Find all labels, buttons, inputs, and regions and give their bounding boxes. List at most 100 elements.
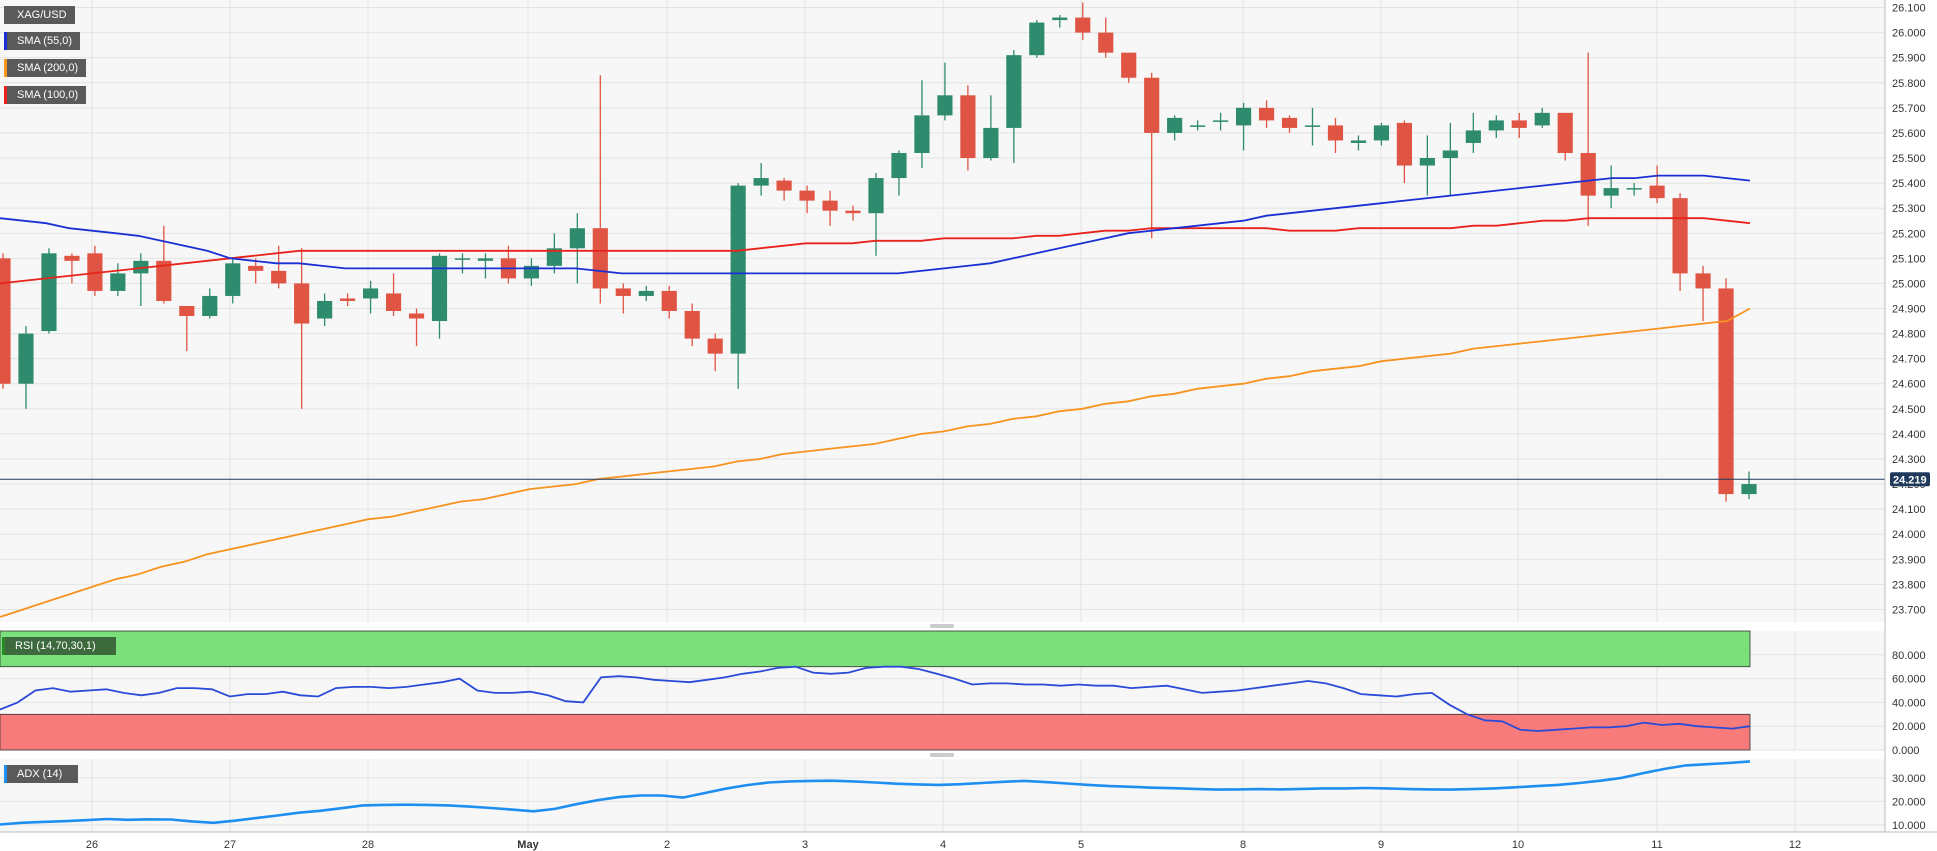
pane-drag-handle bbox=[930, 624, 954, 628]
candle-body bbox=[799, 190, 815, 201]
y-tick-label: 23.800 bbox=[1892, 579, 1926, 591]
candle-body bbox=[592, 228, 608, 289]
candle-body bbox=[1465, 130, 1481, 143]
candle-body bbox=[1190, 125, 1206, 127]
x-tick-label: 27 bbox=[224, 839, 236, 851]
x-tick-label: 2 bbox=[664, 839, 670, 851]
candle-body bbox=[546, 248, 562, 266]
candle-body bbox=[569, 228, 585, 249]
adx-line bbox=[0, 760, 1751, 826]
sma100-line bbox=[0, 217, 1751, 285]
candle-body bbox=[1052, 17, 1068, 21]
y-tick-label: 24.800 bbox=[1892, 329, 1926, 341]
y-tick-label: 25.600 bbox=[1892, 128, 1926, 140]
candle-body bbox=[1121, 52, 1137, 78]
adx-tick-label: 30.000 bbox=[1892, 773, 1926, 785]
x-tick-label: 4 bbox=[940, 839, 946, 851]
candle-body bbox=[225, 263, 241, 296]
last-price-badge bbox=[1890, 472, 1930, 487]
candle-body bbox=[0, 258, 11, 384]
candle-body bbox=[914, 115, 930, 153]
candle-body bbox=[638, 290, 654, 296]
candle-body bbox=[1213, 120, 1229, 122]
candle-body bbox=[891, 152, 907, 179]
candle-body bbox=[1281, 117, 1298, 128]
sma55-line bbox=[0, 174, 1751, 275]
candle-body bbox=[615, 288, 631, 296]
candle-body bbox=[1304, 125, 1321, 127]
rsi-tick-label: 0.000 bbox=[1892, 745, 1920, 757]
candle-body bbox=[408, 313, 425, 319]
y-tick-label: 24.300 bbox=[1892, 454, 1926, 466]
y-tick-label: 25.300 bbox=[1892, 203, 1926, 215]
candle-body bbox=[1649, 185, 1665, 199]
x-tick-label: 12 bbox=[1789, 839, 1801, 851]
candle-body bbox=[1258, 107, 1275, 121]
sma200-line bbox=[0, 307, 1751, 618]
candle-body bbox=[1672, 198, 1688, 274]
y-tick-label: 26.000 bbox=[1892, 28, 1926, 40]
candle-body bbox=[271, 270, 287, 284]
y-tick-label: 25.100 bbox=[1892, 253, 1926, 265]
candle-body bbox=[431, 255, 448, 322]
candle-body bbox=[1006, 55, 1022, 128]
rsi-overbought-zone bbox=[0, 630, 1751, 668]
pane-drag-handle bbox=[930, 753, 954, 757]
candle-body bbox=[1511, 120, 1527, 128]
candle-body bbox=[1029, 22, 1045, 56]
candle-body bbox=[845, 210, 861, 214]
y-tick-label: 25.800 bbox=[1892, 78, 1926, 90]
rsi-tick-label: 20.000 bbox=[1892, 721, 1926, 733]
y-tick-label: 24.700 bbox=[1892, 354, 1926, 366]
rsi-legend[interactable]: RSI (14,70,30,1) bbox=[2, 637, 116, 655]
y-tick-label: 25.700 bbox=[1892, 103, 1926, 115]
legend-item-symbol[interactable]: XAG/USD bbox=[4, 6, 75, 24]
x-tick-label: 3 bbox=[802, 839, 808, 851]
y-tick-label: 24.000 bbox=[1892, 529, 1926, 541]
x-tick-label: 8 bbox=[1240, 839, 1246, 851]
candle-body bbox=[1373, 125, 1390, 141]
candle-body bbox=[753, 178, 769, 186]
y-tick-label: 26.100 bbox=[1892, 3, 1926, 15]
candle-body bbox=[18, 333, 34, 384]
y-tick-label: 24.400 bbox=[1892, 429, 1926, 441]
x-tick-label: 10 bbox=[1512, 839, 1524, 851]
legend-item-sma55[interactable]: SMA (55,0) bbox=[4, 32, 81, 50]
candle-body bbox=[1741, 484, 1757, 495]
rsi-oversold-zone bbox=[0, 713, 1751, 751]
candle-body bbox=[960, 95, 976, 159]
candle-body bbox=[87, 253, 103, 291]
y-tick-label: 25.900 bbox=[1892, 53, 1926, 65]
x-tick-label: May bbox=[517, 839, 539, 851]
candle-body bbox=[1580, 152, 1596, 196]
y-tick-label: 25.000 bbox=[1892, 278, 1926, 290]
candle-body bbox=[41, 253, 57, 332]
rsi-tick-label: 40.000 bbox=[1892, 697, 1926, 709]
last-price-label: 24.219 bbox=[1893, 474, 1927, 486]
candle-body bbox=[1396, 122, 1412, 166]
candle-body bbox=[983, 127, 999, 159]
candle-body bbox=[707, 338, 723, 354]
candle-body bbox=[1235, 107, 1252, 126]
candle-body bbox=[202, 295, 218, 317]
candle-body bbox=[1098, 32, 1114, 53]
y-tick-label: 25.200 bbox=[1892, 228, 1926, 240]
candle-body bbox=[1488, 120, 1504, 131]
legend-item-sma100[interactable]: SMA (100,0) bbox=[4, 86, 87, 104]
adx-legend[interactable]: ADX (14) bbox=[4, 765, 78, 783]
candle-body bbox=[477, 258, 494, 261]
candle-body bbox=[1603, 188, 1619, 196]
candle-body bbox=[317, 300, 333, 319]
adx-tick-label: 20.000 bbox=[1892, 796, 1926, 808]
y-tick-label: 25.400 bbox=[1892, 178, 1926, 190]
candle-body bbox=[661, 290, 677, 311]
candle-body bbox=[730, 185, 746, 354]
x-tick-label: 26 bbox=[86, 839, 98, 851]
legend-item-sma200[interactable]: SMA (200,0) bbox=[4, 59, 87, 77]
candle-body bbox=[868, 178, 884, 214]
y-tick-label: 24.100 bbox=[1892, 504, 1926, 516]
candle-body bbox=[1718, 288, 1734, 495]
candle-body bbox=[362, 288, 379, 299]
